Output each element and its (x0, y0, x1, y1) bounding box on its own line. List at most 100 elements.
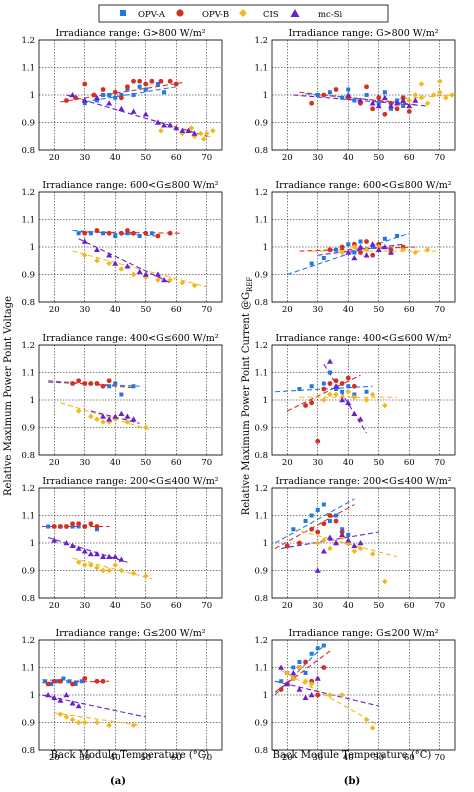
trendline-mc-si (41, 694, 146, 718)
data-point-cis (94, 416, 100, 423)
data-point-cis (424, 100, 431, 107)
data-point-opv-b (333, 518, 339, 524)
data-point-opv-b (303, 403, 308, 408)
x-tick-label: 70 (434, 753, 445, 763)
legend-marker-opv-b (176, 9, 184, 17)
data-point-cis (75, 559, 82, 566)
x-tick-label: 40 (343, 753, 354, 763)
x-tick-label: 30 (79, 153, 90, 163)
data-point-opv-a (340, 527, 345, 532)
data-point-opv-a (137, 234, 142, 238)
legend: OPV-A OPV-B CIS mc-Si (98, 4, 389, 23)
data-point-opv-a (131, 93, 136, 97)
data-point-opv-b (333, 378, 339, 384)
data-point-opv-b (137, 78, 143, 84)
data-point-opv-b (284, 543, 290, 549)
data-point-opv-b (370, 106, 376, 112)
data-point-cis (284, 670, 291, 676)
data-point-cis (106, 722, 112, 729)
panel-a5: Irradiance range: G≤200 W/m² 20 30 40 50 60 70… (21, 628, 223, 763)
data-point-mc-si (363, 252, 370, 258)
data-point-cis (118, 567, 125, 574)
data-point-cis (412, 92, 419, 98)
data-point-opv-b (309, 526, 315, 532)
data-point-cis (75, 408, 82, 414)
data-point-opv-b (309, 100, 315, 106)
series-cis (57, 711, 137, 729)
data-point-cis (351, 394, 358, 401)
x-tick-label: 50 (373, 458, 384, 468)
data-point-opv-a (101, 93, 106, 97)
data-point-opv-b (406, 109, 412, 114)
data-point-opv-a (94, 527, 99, 532)
data-point-opv-a (125, 231, 130, 236)
y-tick-label: 0.8 (254, 594, 268, 604)
panel-title: Irradiance range: 600<G≤800 W/m² (275, 180, 451, 191)
data-point-opv-b (131, 78, 136, 84)
x-tick-label: 40 (110, 458, 121, 468)
series-opv-b (51, 521, 100, 529)
y-tick-label: 0.8 (254, 146, 268, 156)
legend-marker-opv-a (120, 10, 126, 16)
data-point-mc-si (130, 416, 137, 422)
data-point-opv-b (70, 381, 75, 386)
data-point-opv-a (113, 381, 118, 386)
data-point-cis (75, 719, 82, 726)
data-point-cis (418, 81, 425, 87)
data-point-opv-b (333, 87, 339, 92)
data-point-opv-a (321, 256, 326, 260)
data-point-cis (191, 282, 198, 289)
data-point-opv-a (309, 513, 314, 518)
data-point-opv-b (351, 383, 357, 389)
x-tick-label: 60 (171, 458, 182, 468)
data-point-mc-si (320, 548, 327, 554)
data-point-mc-si (351, 542, 358, 548)
data-point-opv-a (149, 231, 154, 236)
data-point-opv-a (119, 392, 124, 397)
data-point-cis (382, 402, 388, 409)
data-point-mc-si (339, 397, 346, 403)
data-point-mc-si (124, 413, 131, 419)
data-point-opv-a (131, 384, 136, 389)
y-tick-label: 0.9 (21, 271, 35, 281)
x-tick-label: 50 (140, 753, 151, 763)
data-point-opv-b (155, 233, 161, 239)
data-point-cis (345, 540, 352, 546)
data-point-mc-si (369, 241, 376, 247)
data-point-mc-si (314, 675, 321, 681)
data-point-mc-si (191, 130, 198, 136)
data-point-cis (308, 681, 315, 687)
data-point-opv-b (278, 687, 284, 692)
data-point-mc-si (161, 122, 168, 128)
data-point-opv-b (118, 95, 124, 101)
data-point-cis (88, 413, 94, 420)
data-point-mc-si (278, 664, 285, 670)
data-point-cis (130, 722, 137, 729)
y-tick-label: 1.1 (21, 512, 35, 522)
data-point-cis (81, 252, 88, 259)
data-point-mc-si (400, 97, 407, 103)
data-point-opv-a (79, 679, 84, 684)
data-point-opv-b (125, 228, 130, 233)
data-point-opv-b (167, 78, 173, 84)
panel-b1: Irradiance range: G>800 W/m² 20 30 40 50 60 70… (254, 28, 456, 163)
data-point-opv-a (55, 679, 60, 684)
series-cis (75, 559, 149, 579)
data-point-mc-si (124, 263, 131, 269)
y-tick-label: 0.9 (21, 719, 35, 729)
data-point-cis (118, 266, 125, 272)
data-point-opv-b (309, 400, 315, 406)
data-point-opv-a (76, 231, 81, 236)
data-point-cis (179, 279, 186, 286)
panels: Irradiance range: G>800 W/m² 20 30 40 50 60 70… (21, 28, 456, 763)
data-point-opv-a (155, 82, 160, 86)
y-tick-label: 0.8 (254, 298, 268, 308)
data-point-opv-b (45, 681, 51, 687)
data-point-mc-si (345, 249, 352, 255)
data-point-opv-b (167, 230, 173, 236)
data-point-mc-si (412, 97, 419, 103)
data-point-opv-a (49, 682, 54, 686)
series-opv-a (291, 502, 351, 537)
x-tick-label: 70 (201, 153, 212, 163)
y-tick-label: 1 (263, 91, 268, 101)
